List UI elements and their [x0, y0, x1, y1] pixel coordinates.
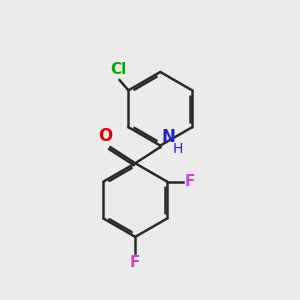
Text: F: F	[130, 255, 140, 270]
Text: F: F	[185, 174, 195, 189]
Text: N: N	[162, 128, 176, 146]
Text: O: O	[98, 127, 112, 145]
Text: Cl: Cl	[110, 62, 126, 77]
Text: H: H	[173, 142, 183, 155]
